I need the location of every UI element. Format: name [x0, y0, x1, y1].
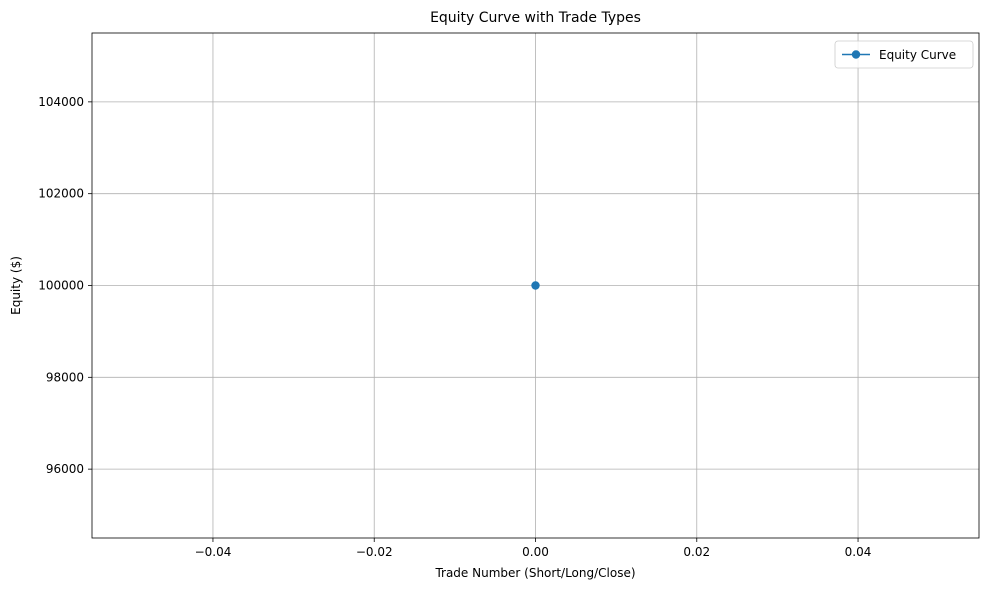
y-tick-label: 102000	[38, 187, 84, 201]
legend: Equity Curve	[834, 40, 974, 69]
y-tick-label: 98000	[46, 370, 84, 384]
chart-title: Equity Curve with Trade Types	[430, 10, 641, 26]
legend-box	[834, 40, 974, 69]
x-tick-label: −0.04	[195, 545, 232, 559]
data-point	[531, 281, 540, 290]
x-axis-label: Trade Number (Short/Long/Close)	[434, 566, 635, 580]
y-tick-label: 100000	[38, 279, 84, 293]
y-axis-label: Equity ($)	[9, 256, 23, 315]
x-tick-label: 0.04	[845, 545, 872, 559]
x-tick-label: 0.00	[522, 545, 549, 559]
y-tick-label: 96000	[46, 462, 84, 476]
series-layer	[531, 281, 540, 290]
axis-ticks: −0.04 −0.02 0.00 0.02 0.04 96000 98000 100000 10…	[38, 95, 871, 559]
plot-area-frame	[91, 32, 980, 539]
legend-label: Equity Curve	[879, 48, 956, 62]
x-tick-label: 0.02	[683, 545, 710, 559]
y-tick-label: 104000	[38, 95, 84, 109]
grid-lines	[92, 33, 979, 538]
legend-marker-swatch	[851, 50, 861, 59]
x-tick-label: −0.02	[356, 545, 393, 559]
